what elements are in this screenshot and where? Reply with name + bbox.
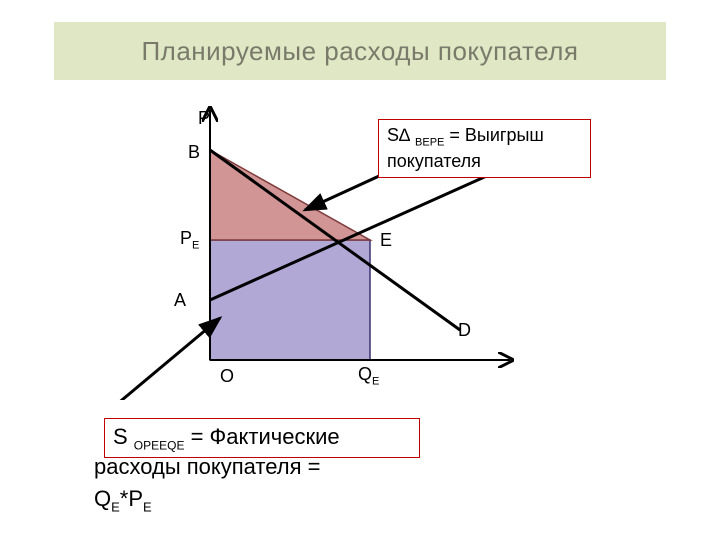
label-B: B [188, 142, 200, 163]
label-P: P [198, 108, 210, 129]
callout-actual: S OPEEQE = Фактические [104, 418, 420, 458]
title-bar: Планируемые расходы покупателя [54, 22, 666, 80]
arrow-to-rect [110, 318, 220, 400]
formula-line3: QE*PE [94, 486, 152, 514]
label-Qe: QE [358, 364, 379, 388]
callout-surplus: S∆ BEPE = Выигрыш покупателя [378, 119, 591, 178]
label-A: A [174, 290, 186, 311]
label-O: O [220, 366, 234, 387]
callout-surplus-line2: покупателя [387, 150, 582, 173]
label-Pe: PE [180, 228, 199, 252]
label-D: D [458, 320, 471, 341]
callout-surplus-line1: S∆ BEPE = Выигрыш [387, 124, 582, 150]
rect-actual-spend [210, 240, 370, 360]
label-E: E [380, 230, 392, 251]
formula-line2: расходы покупателя = [94, 454, 320, 480]
page-title: Планируемые расходы покупателя [141, 36, 578, 67]
tri-consumer-surplus [210, 150, 370, 240]
